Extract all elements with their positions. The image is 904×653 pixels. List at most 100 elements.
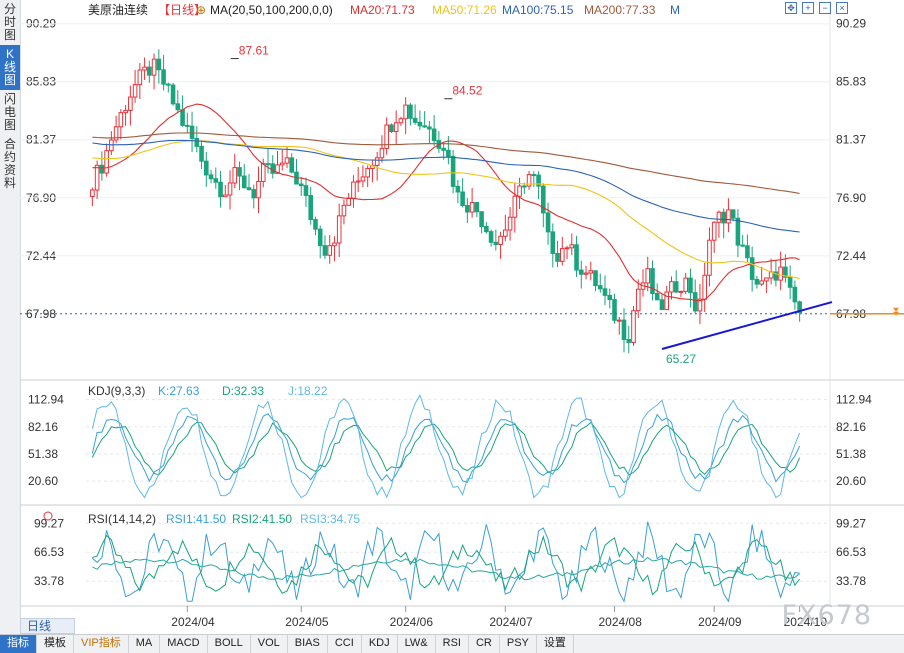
candle-up — [142, 66, 147, 71]
toolbar-item-6[interactable]: VOL — [251, 635, 288, 653]
candle-down — [450, 155, 456, 187]
ma20-line — [92, 103, 800, 302]
candle-up — [469, 202, 475, 213]
x-tick-label: 2024/05 — [285, 615, 329, 629]
candle-down — [574, 244, 579, 271]
candle-up — [256, 180, 261, 199]
candle-up — [716, 211, 722, 223]
header-item-1: 【日线】 — [158, 3, 206, 17]
candle-up — [697, 298, 703, 312]
candle-up — [260, 163, 266, 182]
candle-down — [545, 212, 551, 233]
candle-up — [351, 181, 356, 199]
candle-down — [241, 175, 247, 189]
candle-down — [237, 167, 242, 177]
toolbar-item-14[interactable]: 设置 — [537, 635, 574, 653]
toolbar-item-13[interactable]: PSY — [500, 635, 537, 653]
candle-down — [317, 228, 323, 247]
candle-up — [778, 266, 783, 281]
tab-flash[interactable]: 闪电图 — [3, 92, 16, 132]
kdj-j-line — [91, 393, 801, 499]
period-selector[interactable]: 日线 — [20, 618, 75, 634]
candle-up — [683, 277, 689, 292]
candle-down — [607, 294, 613, 301]
kdj-y-tick: 112.94 — [28, 393, 64, 407]
zoom-in-icon[interactable]: + — [802, 2, 814, 14]
kdj-k-line — [91, 413, 801, 484]
candle-down — [555, 252, 560, 262]
candle-down — [578, 269, 584, 275]
candle-up — [128, 96, 133, 111]
candle-up — [346, 197, 351, 206]
candle-down — [175, 103, 181, 111]
candle-down — [783, 266, 788, 278]
ma50-line — [92, 140, 800, 280]
peak-label: 87.61 — [239, 44, 269, 58]
candle-down — [194, 137, 200, 147]
toolbar-item-2[interactable]: VIP指标 — [74, 635, 129, 653]
candle-up — [564, 247, 570, 250]
x-tick-label: 2024/08 — [599, 615, 643, 629]
rsi-y-tick-right: 66.53 — [836, 545, 866, 559]
candle-down — [246, 187, 252, 191]
rsi2-label: RSI2:41.50 — [232, 512, 292, 526]
support-trendline — [661, 301, 833, 350]
candle-down — [156, 58, 162, 71]
candle-up — [113, 126, 119, 141]
kdj-k-label: K:27.63 — [158, 384, 200, 398]
candle-down — [654, 292, 660, 301]
watermark: FX678 — [781, 600, 872, 631]
close-icon[interactable]: × — [836, 2, 848, 14]
candle-down — [797, 301, 802, 314]
candle-down — [427, 126, 432, 130]
candle-down — [650, 268, 655, 294]
candle-down — [597, 285, 603, 290]
tab-contract-info[interactable]: 合约资料 — [3, 137, 16, 190]
toolbar-item-7[interactable]: BIAS — [288, 635, 328, 653]
indicator-toolbar: 指标 模板 VIP指标 MA MACD BOLL VOL BIAS CCI KDJ LW& RSI CR… — [0, 634, 904, 653]
candle-down — [389, 124, 394, 133]
candle-up — [664, 291, 670, 311]
candle-down — [298, 183, 304, 187]
kdj-d-line — [91, 421, 801, 476]
candle-up — [232, 167, 238, 184]
toolbar-item-10[interactable]: LW& — [398, 635, 436, 653]
candle-down — [692, 292, 698, 312]
candle-down — [659, 299, 665, 311]
candle-up — [526, 174, 532, 187]
candle-down — [626, 338, 632, 343]
kdj-j-label: J:18.22 — [288, 384, 328, 398]
header-item-0: 美原油连续 — [88, 2, 148, 17]
candle-up — [583, 272, 589, 275]
candle-down — [612, 299, 617, 321]
candle-down — [189, 125, 195, 139]
rsi2-line — [92, 534, 800, 596]
candle-up — [275, 164, 280, 174]
zoom-out-icon[interactable]: − — [819, 2, 831, 14]
toolbar-item-1[interactable]: 模板 — [37, 635, 74, 653]
toolbar-item-4[interactable]: MACD — [160, 635, 208, 653]
candle-up — [631, 310, 636, 343]
toolbar-item-11[interactable]: RSI — [436, 635, 469, 653]
rsi-y-tick: 66.53 — [34, 545, 64, 559]
toolbar-item-5[interactable]: BOLL — [208, 635, 251, 653]
candle-down — [170, 84, 176, 105]
candle-up — [118, 112, 124, 128]
toolbar-item-12[interactable]: CR — [469, 635, 500, 653]
candle-up — [336, 215, 342, 244]
crosshair-icon[interactable]: ✥ — [785, 2, 797, 14]
toolbar-item-0[interactable]: 指标 — [0, 635, 37, 653]
tab-timeshare[interactable]: 分时图 — [3, 2, 16, 42]
candle-up — [711, 221, 717, 241]
toolbar-item-3[interactable]: MA — [129, 635, 161, 653]
candle-down — [147, 66, 152, 76]
chart-tool-icons: ✥ + − × — [785, 2, 848, 14]
toolbar-item-9[interactable]: KDJ — [362, 635, 398, 653]
candle-down — [265, 163, 271, 166]
toolbar-item-8[interactable]: CCI — [328, 635, 362, 653]
candle-up — [279, 162, 285, 166]
y-tick-right: 76.90 — [836, 191, 866, 205]
candle-up — [707, 239, 712, 276]
